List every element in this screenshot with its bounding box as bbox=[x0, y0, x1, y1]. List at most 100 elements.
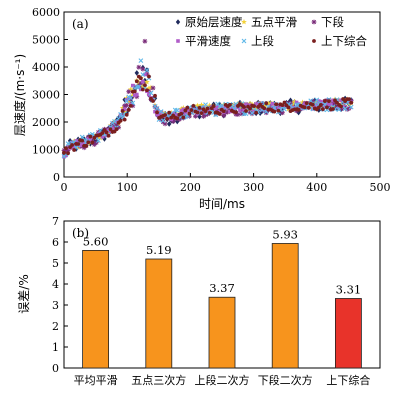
legend-marker bbox=[312, 39, 316, 43]
data-point bbox=[201, 105, 206, 110]
data-point bbox=[136, 81, 142, 88]
data-point bbox=[124, 112, 129, 117]
data-point bbox=[100, 131, 105, 135]
data-point bbox=[181, 107, 186, 112]
data-point bbox=[153, 109, 157, 114]
data-point bbox=[143, 72, 147, 77]
data-point bbox=[148, 84, 154, 90]
panel-b-ticks: 0 1 2 3 4 5 6 7 bbox=[52, 215, 68, 375]
data-point bbox=[223, 110, 229, 115]
y-tick-label: 1 bbox=[52, 341, 59, 354]
bar-value-label: 5.60 bbox=[83, 234, 109, 248]
data-point bbox=[128, 104, 133, 108]
data-point bbox=[319, 99, 323, 104]
data-point bbox=[338, 106, 344, 112]
data-point bbox=[203, 109, 208, 114]
data-point bbox=[128, 95, 134, 101]
legend-entry: 平滑速度 bbox=[185, 34, 231, 48]
category-label: 平均平滑 bbox=[74, 374, 118, 387]
data-point bbox=[304, 101, 309, 106]
data-point bbox=[136, 84, 142, 90]
data-point bbox=[130, 83, 135, 88]
data-point bbox=[205, 106, 210, 111]
data-point bbox=[105, 130, 112, 137]
data-point bbox=[219, 104, 224, 109]
data-point bbox=[234, 110, 238, 115]
data-point bbox=[104, 127, 109, 133]
data-point bbox=[66, 151, 70, 156]
bar bbox=[334, 298, 362, 369]
data-point bbox=[228, 109, 232, 114]
data-point bbox=[129, 92, 136, 98]
data-point bbox=[175, 116, 180, 121]
data-point bbox=[221, 109, 226, 114]
data-point bbox=[299, 99, 306, 105]
panel-a-scatter: (a) 时间/ms 层速度/(m·s⁻¹) 0 100 200 300 400 50001… bbox=[12, 6, 391, 211]
data-point bbox=[64, 146, 68, 151]
y-tick-label: 0 bbox=[53, 171, 60, 184]
data-point bbox=[66, 145, 70, 149]
data-point bbox=[325, 105, 329, 110]
data-point bbox=[325, 101, 329, 105]
data-point bbox=[327, 102, 331, 107]
data-point bbox=[145, 88, 149, 93]
data-point bbox=[264, 101, 269, 106]
data-point bbox=[84, 144, 89, 148]
data-point bbox=[207, 111, 212, 115]
data-point bbox=[318, 103, 323, 107]
data-point bbox=[254, 110, 259, 115]
data-point bbox=[114, 121, 119, 127]
bar-value-label: 5.19 bbox=[146, 243, 172, 257]
data-point bbox=[331, 107, 335, 111]
data-point bbox=[239, 111, 245, 117]
data-point bbox=[136, 64, 142, 70]
data-point bbox=[134, 70, 140, 76]
data-point bbox=[181, 115, 186, 120]
panel-b-bars: 5.60 平均平滑 5.19 五点三次方 3.37 上段二次方 5.93 下段二次方 3.31 上… bbox=[74, 227, 371, 387]
data-point bbox=[217, 112, 222, 116]
data-point bbox=[142, 77, 148, 84]
data-point bbox=[88, 138, 93, 142]
data-point bbox=[205, 111, 210, 117]
data-point bbox=[280, 110, 285, 116]
y-tick-label: 1000 bbox=[32, 144, 60, 157]
panel-a-points bbox=[61, 38, 355, 159]
y-tick-label: 5000 bbox=[32, 34, 60, 47]
data-point bbox=[86, 137, 91, 141]
data-point bbox=[302, 102, 307, 106]
data-point bbox=[127, 86, 134, 92]
data-point bbox=[147, 74, 151, 79]
y-tick-label: 6 bbox=[52, 236, 59, 249]
data-point bbox=[91, 142, 97, 147]
x-tick-label: 400 bbox=[306, 181, 327, 194]
data-point bbox=[160, 119, 166, 125]
data-point bbox=[345, 99, 349, 104]
data-point bbox=[155, 112, 159, 117]
data-point bbox=[298, 106, 304, 112]
data-point bbox=[262, 106, 267, 111]
data-point bbox=[211, 106, 217, 112]
data-point bbox=[330, 101, 336, 107]
bar-value-label: 5.93 bbox=[272, 227, 298, 241]
data-point bbox=[195, 110, 200, 115]
data-point bbox=[288, 100, 293, 106]
data-point bbox=[261, 101, 268, 108]
data-point bbox=[183, 111, 188, 116]
data-point bbox=[336, 97, 342, 104]
data-point bbox=[61, 147, 67, 153]
data-point bbox=[244, 103, 248, 107]
data-point bbox=[215, 101, 221, 107]
data-point bbox=[71, 138, 77, 144]
category-label: 上下综合 bbox=[326, 373, 370, 387]
data-point bbox=[118, 111, 124, 117]
data-point bbox=[344, 106, 350, 112]
data-point bbox=[207, 107, 212, 111]
y-tick-label: 4000 bbox=[32, 61, 60, 74]
data-point bbox=[253, 105, 259, 111]
y-tick-label: 3000 bbox=[32, 89, 60, 102]
data-point bbox=[230, 106, 234, 110]
data-point bbox=[72, 145, 76, 150]
data-point bbox=[160, 118, 166, 123]
